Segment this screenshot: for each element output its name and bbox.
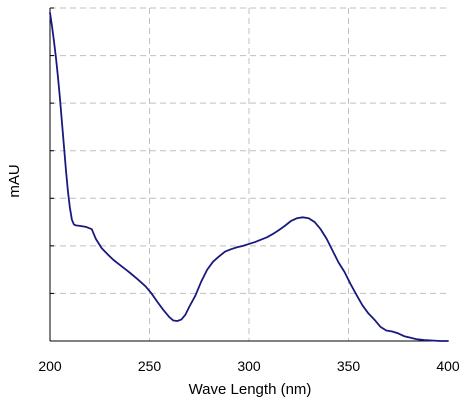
series-layer	[49, 11, 449, 342]
x-tick-label: 250	[138, 358, 162, 374]
spectrum-line	[49, 11, 449, 342]
x-tick-label: 200	[38, 358, 62, 374]
y-axis-label: mAU	[6, 164, 23, 197]
x-tick-label: 400	[436, 358, 460, 374]
x-tick-label: 350	[337, 358, 361, 374]
axes	[49, 7, 448, 342]
x-tick-labels: 200 250 300 350 400	[38, 358, 460, 374]
x-tick-label: 300	[237, 358, 261, 374]
grid-lines	[50, 7, 448, 341]
x-axis-label: Wave Length (nm)	[189, 381, 312, 398]
